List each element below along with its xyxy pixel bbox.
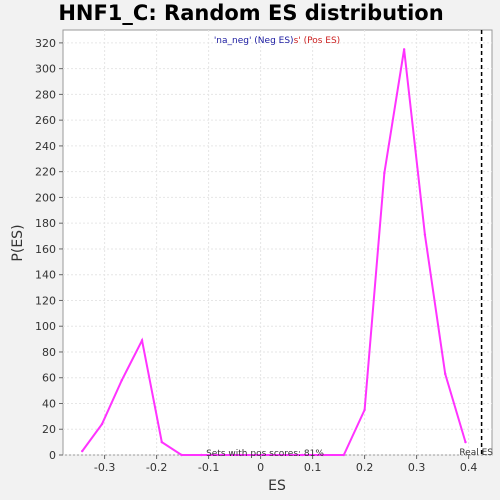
x-tick-label: -0.3 [94,461,115,474]
y-tick-label: 100 [35,320,56,333]
series-point [81,449,84,453]
x-tick-label: -0.1 [198,461,219,474]
pos-scores-annotation: Sets with pos scores: 81% [206,449,324,459]
legend: 'na_neg' (Neg ES)s' (Pos ES) [214,36,340,46]
series-point [239,453,243,457]
y-tick-label: 20 [42,423,56,436]
series-point [200,453,203,457]
series-point [321,453,325,457]
x-tick-label: 0.3 [408,461,426,474]
real-es-label: Real ES [459,448,493,458]
series-point [383,171,386,175]
series-point [444,372,447,376]
series-point [342,453,345,457]
series-group [81,48,467,457]
y-tick-label: 60 [42,372,56,385]
y-axis-label: P(ES) [10,224,26,261]
grid-lines [63,30,492,456]
x-tick-label: 0.4 [460,461,478,474]
y-tick-label: 280 [35,88,56,101]
series-line [81,49,467,456]
y-tick-label: 180 [35,217,56,230]
y-tick-label: 220 [35,166,56,179]
series-point [464,440,467,444]
y-tick-label: 240 [35,140,56,153]
series-point [219,453,223,457]
y-tick-label: 80 [42,346,56,359]
y-tick-label: 120 [35,294,56,307]
y-axis-ticks: 0 20 40 60 80 100 120 140 160 180 200 220 240 260 280 3… [35,37,63,462]
legend-neg-entry: 'na_neg' (Neg ES) [214,36,294,46]
x-tick-label: 0.1 [304,461,322,474]
series-point [363,408,366,412]
y-tick-label: 0 [49,449,56,462]
y-tick-label: 160 [35,243,56,256]
series-point [100,422,104,426]
x-axis-label: ES [268,478,286,494]
series-point [140,339,144,342]
y-tick-label: 320 [35,37,56,50]
plot-area [62,29,493,456]
y-tick-label: 260 [35,114,56,127]
series-point [402,48,406,51]
series-point [301,453,304,457]
legend-pos-entry: s' (Pos ES) [294,36,341,46]
series-point [259,453,262,457]
y-tick-label: 200 [35,191,56,204]
series-point [120,379,123,382]
series-point [180,453,183,457]
x-axis-ticks: -0.3 -0.2 -0.1 0 0.1 0.2 0.3 0.4 [94,455,477,474]
series-point [280,453,283,457]
series-point [423,233,427,236]
chart-title: HNF1_C: Random ES distribution [58,1,443,25]
y-tick-label: 300 [35,63,56,76]
y-tick-label: 140 [35,269,56,282]
x-tick-label: 0.2 [356,461,374,474]
x-tick-label: -0.2 [146,461,167,474]
series-point [160,440,163,444]
x-tick-label: 0 [257,461,264,474]
y-tick-label: 40 [42,397,56,410]
